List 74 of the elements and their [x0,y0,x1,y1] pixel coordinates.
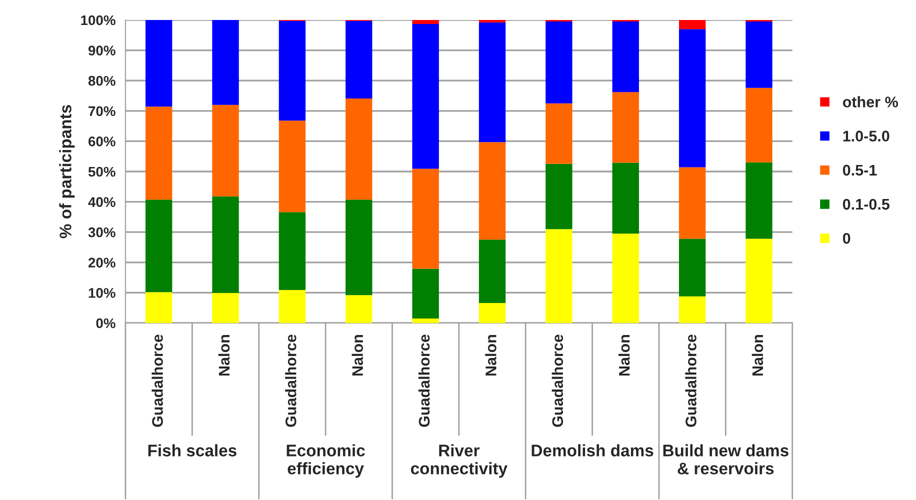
y-tick-label: 60% [88,136,116,146]
bar [478,22,506,142]
text: Build new dams & reservoirs [663,444,788,474]
legend-label: other % [842,96,898,108]
bar [546,164,572,230]
y-tick-label: 40% [88,197,116,207]
bar [678,167,706,239]
text: Demolish dams [532,444,654,456]
y-tick-label: 100% [81,15,116,26]
bar [746,238,772,323]
bar [412,20,439,24]
bar [478,303,506,323]
bar [278,290,306,323]
bar [546,229,572,323]
y-tick-label: 30% [88,227,116,238]
y-tick-label: 50% [88,166,116,177]
text: River connectivity [410,444,508,478]
bar [746,22,772,88]
y-tick-label: 90% [88,46,116,56]
bar [145,20,172,107]
bar [678,296,706,323]
bar [746,162,772,239]
bar [478,142,506,240]
bar [346,200,372,296]
bar [546,22,572,104]
bar [678,29,706,168]
bar [412,268,439,318]
y-tick-label: 80% [88,76,116,86]
x-tick-label: Guadalhorce [685,334,696,427]
y-tick-label: 20% [88,258,116,268]
bar [278,120,306,212]
legend-label: 0.5-1 [842,164,877,176]
y-tick-label: 10% [88,288,116,298]
bar [546,103,572,164]
bar [212,104,239,196]
x-tick-label: Nalon [352,335,363,376]
x-tick-label: Guadalhorce [285,334,296,427]
bar [145,200,172,292]
bar [212,293,239,323]
bar [612,162,639,234]
bar [412,318,439,323]
legend-label: 0.1-0.5 [842,198,890,210]
bar [678,20,706,30]
bar [746,88,772,162]
x-tick-label: Guadalhorce [418,334,430,427]
x-tick-label: Nalon [618,335,630,376]
y-tick-label: 0% [96,318,116,328]
bar [145,292,172,323]
bar [278,20,306,121]
text: Economic efficiency [286,444,365,478]
x-tick-label: Guadalhorce [152,334,163,427]
bar [612,234,639,323]
bar [346,295,372,323]
bar [478,240,506,303]
y-tick-label: 70% [88,106,116,116]
x-tick-label: Nalon [752,335,764,376]
bar [212,196,239,294]
x-tick-label: Nalon [218,335,230,376]
bar [412,24,439,169]
bar [612,92,639,163]
y-axis-title: % of participants [59,105,75,238]
x-tick-label: Nalon [485,335,496,376]
bar [678,238,706,296]
bar [346,20,372,98]
bar [412,168,439,269]
bar [278,212,306,290]
bar [346,98,372,200]
bar [212,20,239,105]
legend-label: 1.0-5.0 [843,130,890,142]
bar [612,22,639,92]
x-tick-label: Guadalhorce [552,334,564,427]
text: Fish scales [148,444,236,456]
legend-label: 0 [842,232,850,244]
bar [145,106,172,200]
